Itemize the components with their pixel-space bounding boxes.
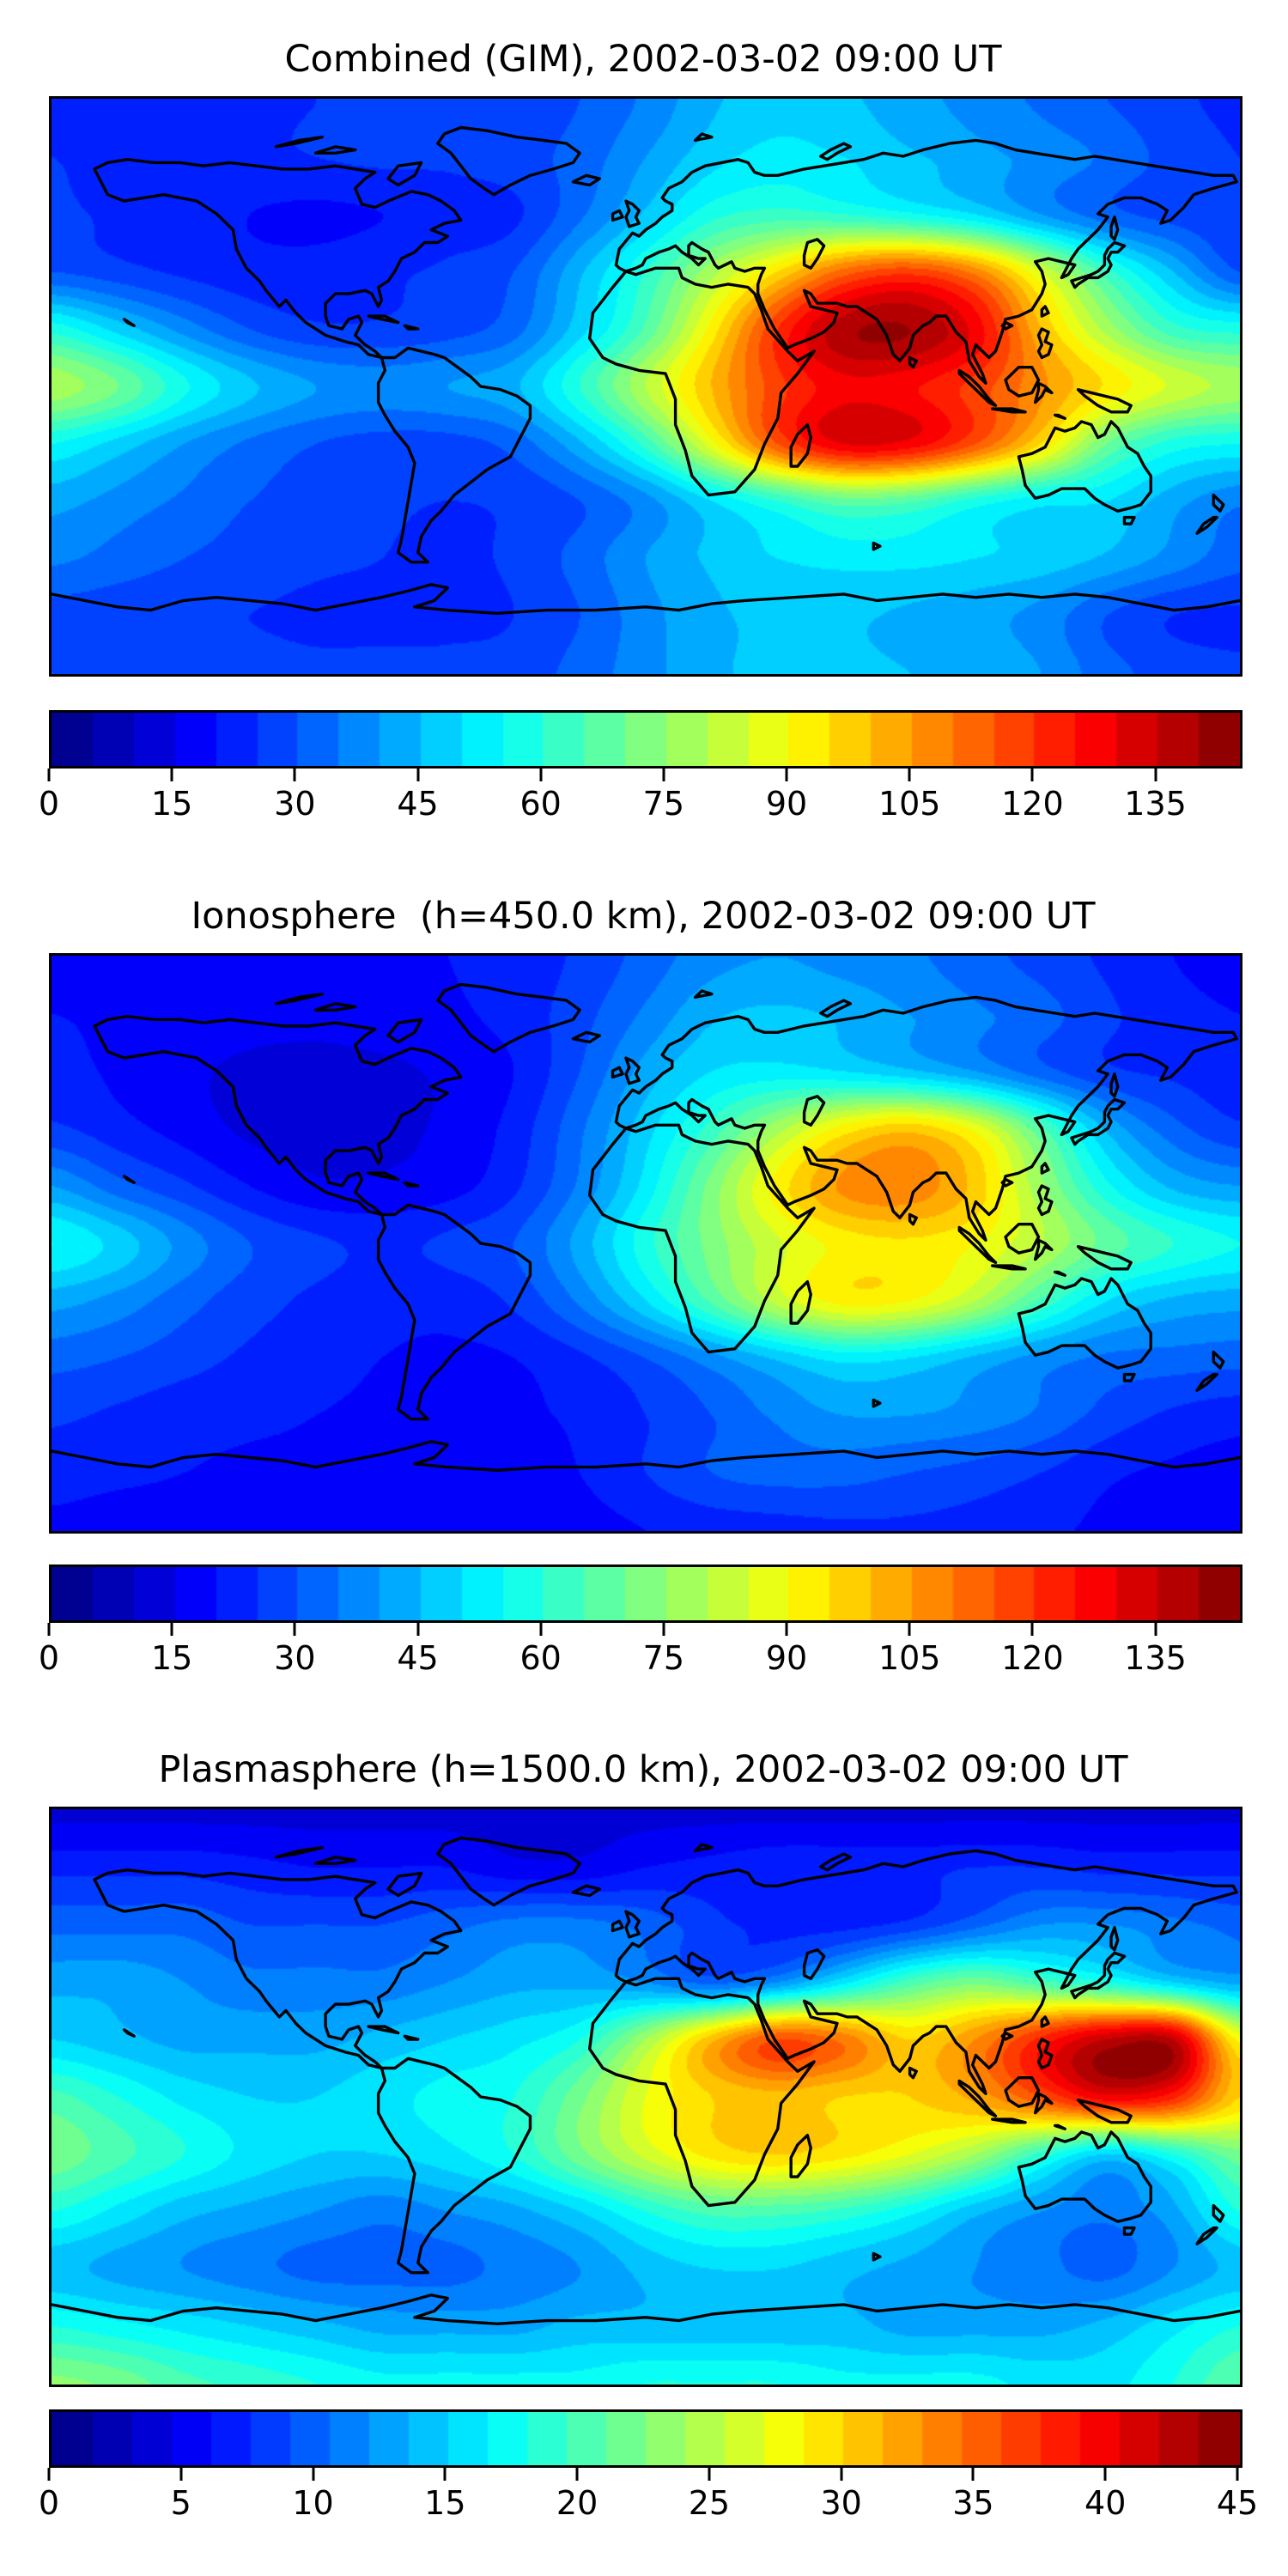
colorbar-tick-mark (170, 769, 173, 781)
colorbar-tick-mark (416, 1623, 420, 1636)
colorbar-tick-mark (416, 769, 420, 781)
colorbar-tick-label: 60 (519, 1639, 562, 1677)
colorbar-tick-mark (662, 769, 665, 781)
panel2-title: Ionosphere (h=450.0 km), 2002-03-02 09:0… (191, 895, 1096, 938)
colorbar-tick-label: 105 (878, 785, 941, 823)
colorbar-tick-label: 105 (878, 1639, 941, 1677)
colorbar-tick-label: 20 (556, 2484, 598, 2522)
panel3-coastlines-overlay (52, 1809, 1240, 2385)
colorbar-tick-mark (1030, 769, 1034, 781)
panel1-colorbar (49, 710, 1242, 769)
colorbar-tick-label: 30 (820, 2484, 862, 2522)
colorbar-tick-label: 45 (397, 785, 439, 823)
panel2-colorbar (49, 1564, 1242, 1623)
colorbar-tick-mark (539, 1623, 543, 1636)
colorbar-tick-label: 25 (688, 2484, 731, 2522)
colorbar-tick-label: 75 (642, 1639, 685, 1677)
panel1-colorbar-ticks: 0 15 30 45 60 75 90 105 120 135 (39, 769, 1237, 837)
colorbar-tick-label: 90 (765, 785, 808, 823)
panel2-map-plot (49, 953, 1242, 1534)
colorbar-tick-mark (293, 1623, 296, 1636)
colorbar-tick-label: 120 (1001, 1639, 1064, 1677)
panel3-map-plot (49, 1807, 1242, 2387)
colorbar-tick-mark (785, 769, 788, 781)
panel3-colorbar-canvas (52, 2412, 1240, 2465)
colorbar-tick-label: 0 (38, 785, 60, 823)
colorbar-tick-mark (1154, 1623, 1157, 1636)
colorbar-tick-mark (539, 769, 543, 781)
colorbar-tick-mark (908, 769, 911, 781)
colorbar-tick-label: 135 (1124, 785, 1187, 823)
colorbar-tick-mark (293, 769, 296, 781)
colorbar-tick-mark (575, 2468, 579, 2481)
colorbar-tick-mark (443, 2468, 447, 2481)
colorbar-tick-label: 40 (1084, 2484, 1127, 2522)
colorbar-tick-label: 35 (952, 2484, 994, 2522)
colorbar-tick-label: 90 (765, 1639, 808, 1677)
colorbar-tick-label: 30 (274, 1639, 316, 1677)
colorbar-tick-label: 15 (150, 785, 193, 823)
colorbar-tick-mark (971, 2468, 975, 2481)
colorbar-tick-label: 5 (170, 2484, 191, 2522)
panel1-coastlines-overlay (52, 99, 1240, 674)
colorbar-tick-label: 75 (642, 785, 685, 823)
colorbar-tick-mark (179, 2468, 183, 2481)
colorbar-tick-label: 45 (397, 1639, 439, 1677)
colorbar-tick-label: 120 (1001, 785, 1064, 823)
panel2-coastlines-overlay (52, 956, 1240, 1531)
colorbar-tick-label: 45 (1216, 2484, 1259, 2522)
colorbar-tick-mark (312, 2468, 315, 2481)
colorbar-tick-label: 15 (424, 2484, 466, 2522)
colorbar-tick-label: 15 (150, 1639, 193, 1677)
panel1-title: Combined (GIM), 2002-03-02 09:00 UT (284, 38, 1002, 81)
colorbar-tick-mark (170, 1623, 173, 1636)
colorbar-tick-label: 10 (292, 2484, 334, 2522)
panel2-colorbar-ticks: 0 15 30 45 60 75 90 105 120 135 (39, 1623, 1237, 1692)
colorbar-tick-mark (1154, 769, 1157, 781)
panel2-colorbar-canvas (52, 1567, 1240, 1620)
colorbar-tick-mark (785, 1623, 788, 1636)
colorbar-tick-mark (1236, 2468, 1239, 2481)
panel1-map-plot (49, 96, 1242, 677)
panel3-title: Plasmasphere (h=1500.0 km), 2002-03-02 0… (158, 1748, 1128, 1791)
colorbar-tick-mark (708, 2468, 711, 2481)
panel1-colorbar-canvas (52, 713, 1240, 766)
colorbar-tick-label: 0 (38, 2484, 60, 2522)
colorbar-tick-label: 0 (38, 1639, 60, 1677)
colorbar-tick-mark (1030, 1623, 1034, 1636)
colorbar-tick-label: 30 (274, 785, 316, 823)
colorbar-tick-mark (662, 1623, 665, 1636)
colorbar-tick-mark (47, 1623, 51, 1636)
colorbar-tick-mark (908, 1623, 911, 1636)
colorbar-tick-label: 60 (519, 785, 562, 823)
colorbar-tick-mark (47, 769, 51, 781)
colorbar-tick-mark (1103, 2468, 1107, 2481)
colorbar-tick-mark (47, 2468, 51, 2481)
colorbar-tick-mark (840, 2468, 843, 2481)
colorbar-tick-label: 135 (1124, 1639, 1187, 1677)
panel3-colorbar (49, 2409, 1242, 2468)
panel3-colorbar-ticks: 0 5 10 15 20 25 30 35 40 45 (39, 2468, 1258, 2537)
